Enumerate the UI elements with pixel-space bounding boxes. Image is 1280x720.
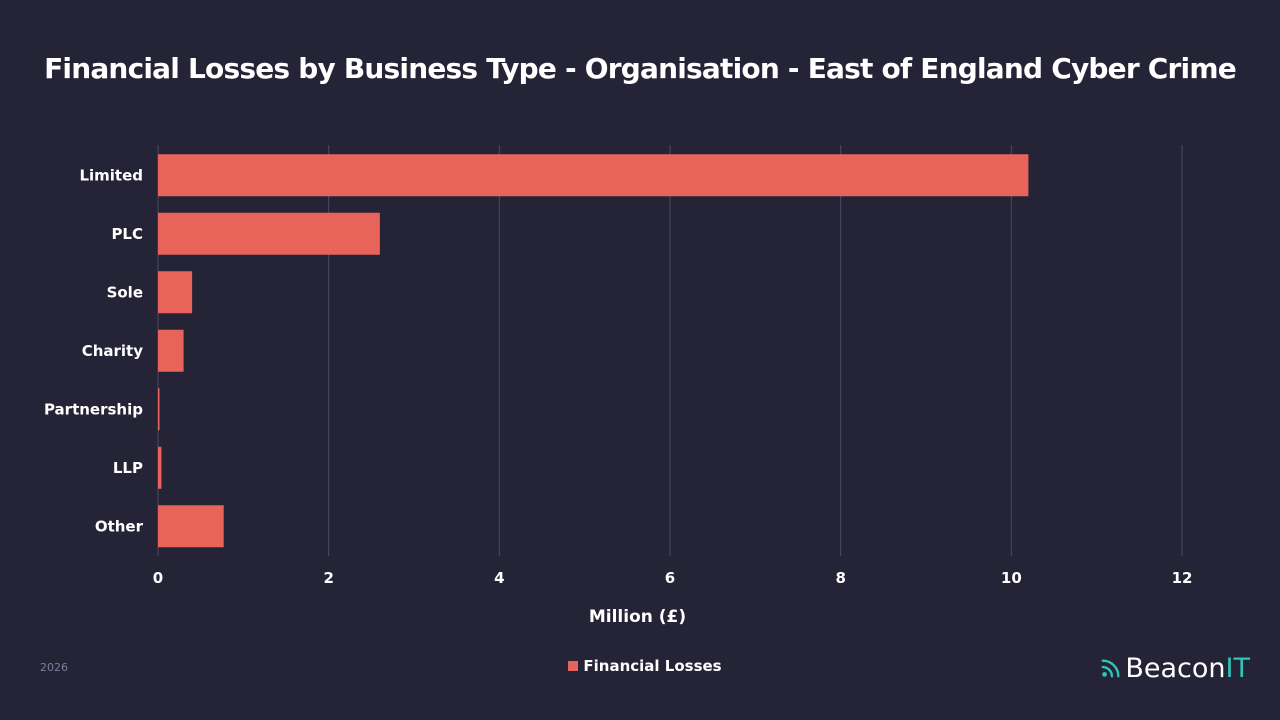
bar-chart: 0 2 4 6 8 10 12 Limited PLC Sole Charity Partnershi… [44,145,1193,587]
category-label: PLC [111,225,143,243]
year-label: 2026 [40,661,68,674]
bar [158,212,380,255]
legend-swatch [568,661,579,671]
chart-title: Financial Losses by Business Type - Orga… [44,52,1237,85]
x-tick-label: 2 [323,569,333,587]
legend: Financial Losses [0,657,1280,675]
category-label: Charity [82,342,144,360]
x-tick-label: 12 [1172,569,1193,587]
category-label: Limited [79,166,143,184]
x-tick-label: 10 [1001,569,1022,587]
category-label: LLP [113,459,143,477]
category-label: Partnership [44,400,143,418]
x-axis-label: Million (£) [588,607,687,627]
x-tick-label: 8 [835,569,845,587]
bar [158,505,224,548]
bar [158,446,162,489]
category-label: Other [95,517,144,535]
brand-accent: IT [1225,652,1250,684]
bar [158,329,184,372]
x-tick-label: 0 [153,569,163,587]
bar [158,154,1029,197]
brand-logo: Beacon IT [1100,650,1250,686]
category-label: Sole [107,283,143,301]
signal-icon [1101,659,1120,678]
bar [158,388,160,431]
x-tick-label: 4 [494,569,504,587]
bar [158,271,193,314]
x-tick-label: 6 [665,569,675,587]
brand-name: Beacon [1125,652,1226,684]
legend-label: Financial Losses [583,657,722,675]
